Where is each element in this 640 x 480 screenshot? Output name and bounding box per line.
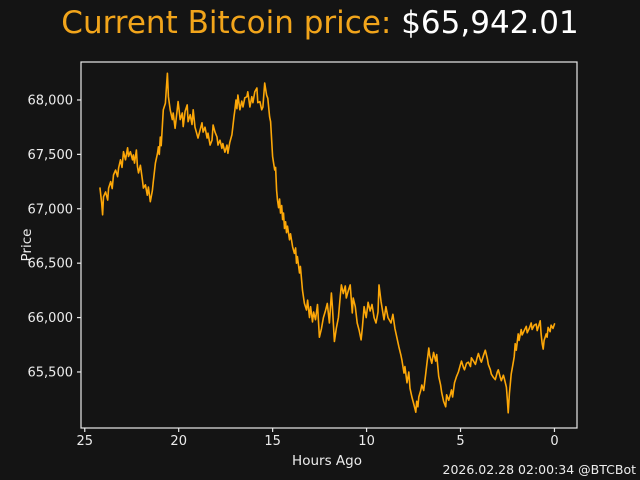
svg-text:25: 25 — [76, 434, 93, 449]
svg-text:20: 20 — [170, 434, 187, 449]
svg-text:68,000: 68,000 — [28, 93, 74, 108]
svg-text:10: 10 — [358, 434, 375, 449]
bot-timestamp: 2026.02.28 02:00:34 @BTCBot — [442, 462, 637, 477]
svg-text:67,000: 67,000 — [28, 202, 74, 217]
svg-text:5: 5 — [456, 434, 464, 449]
svg-text:67,500: 67,500 — [28, 148, 74, 163]
y-axis-label: Price — [19, 229, 35, 262]
current-price-value: $65,942.01 — [401, 5, 579, 41]
svg-text:15: 15 — [264, 434, 281, 449]
chart-title: Current Bitcoin price: $65,942.01 — [0, 8, 640, 39]
svg-text:65,500: 65,500 — [28, 365, 74, 380]
plot-area: 25 20 15 10 5 0 68,000 67,500 67,000 66,500 66,000… — [28, 61, 578, 449]
svg-text:66,500: 66,500 — [28, 257, 74, 272]
svg-text:0: 0 — [550, 434, 558, 449]
x-axis-label: Hours Ago — [292, 453, 362, 469]
svg-text:66,000: 66,000 — [28, 311, 74, 326]
chart-title-label: Current Bitcoin price: — [61, 5, 402, 41]
